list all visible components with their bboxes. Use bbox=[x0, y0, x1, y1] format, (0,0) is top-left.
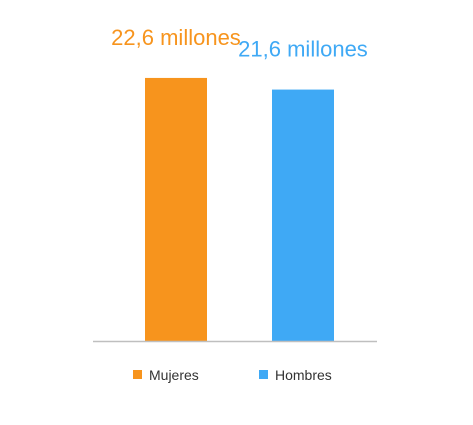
data-label-mujeres: 22,6 millones bbox=[111, 25, 241, 50]
legend-swatch-mujeres bbox=[133, 370, 142, 379]
bars-layer bbox=[145, 77, 334, 342]
bar-mujeres bbox=[145, 77, 207, 341]
legend-label-mujeres: Mujeres bbox=[149, 367, 199, 383]
legend-label-hombres: Hombres bbox=[275, 367, 332, 383]
legend-swatch-hombres bbox=[259, 370, 268, 379]
bar-hombres bbox=[272, 89, 334, 342]
legend: Mujeres Hombres bbox=[133, 367, 332, 383]
data-label-hombres: 21,6 millones bbox=[238, 37, 368, 62]
